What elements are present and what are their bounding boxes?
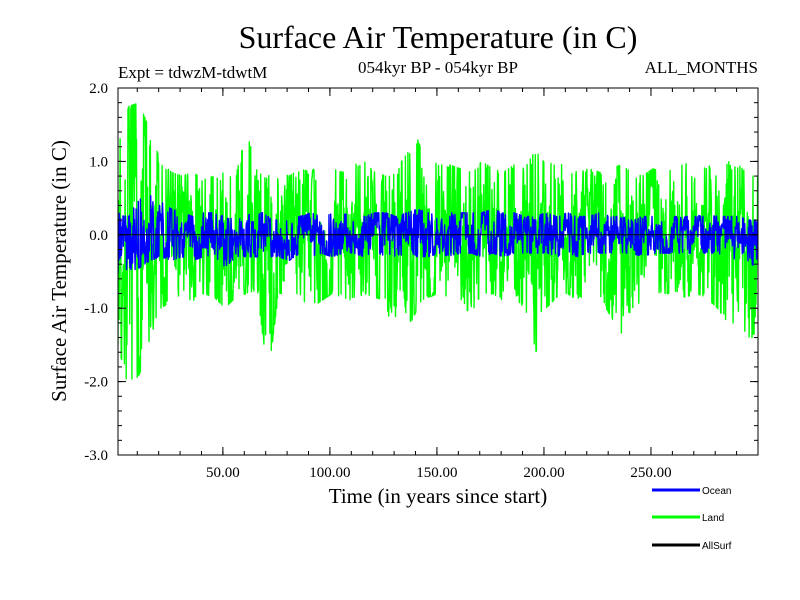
y-tick-label: 1.0 xyxy=(89,154,108,170)
plot-frame xyxy=(117,87,759,456)
y-tick-label: 0.0 xyxy=(89,228,108,244)
legend: Ocean Land AllSurf xyxy=(652,486,732,552)
x-tick-label: 150.00 xyxy=(416,465,457,481)
x-tick-label: 200.00 xyxy=(523,465,564,481)
y-tick-label: -1.0 xyxy=(84,301,108,317)
x-tick-label: 100.00 xyxy=(309,465,350,481)
series-line-land xyxy=(118,103,758,380)
y-tick-label: 2.0 xyxy=(89,81,108,97)
legend-label-ocean: Ocean xyxy=(702,486,731,497)
months-label: ALL_MONTHS xyxy=(645,58,758,77)
chart-subtitle: 054kyr BP - 054kyr BP xyxy=(358,58,518,77)
axis-ticks: -3.0 -2.0 -1.0 0.0 1.0 2.0 50.00 100.00 150.00 20… xyxy=(84,81,758,481)
x-axis-label: Time (in years since start) xyxy=(329,484,548,508)
series-line-ocean xyxy=(118,195,758,274)
plot-area xyxy=(118,103,758,380)
y-axis-label: Surface Air Temperature (in C) xyxy=(47,140,71,402)
y-tick-label: -3.0 xyxy=(84,448,108,464)
expt-label: Expt = tdwzM-tdwtM xyxy=(118,63,267,82)
legend-label-land: Land xyxy=(702,513,724,524)
y-tick-label: -2.0 xyxy=(84,375,108,391)
legend-label-allsurf: AllSurf xyxy=(702,541,732,552)
x-tick-label: 50.00 xyxy=(206,465,240,481)
chart-title: Surface Air Temperature (in C) xyxy=(239,19,638,55)
x-tick-label: 250.00 xyxy=(630,465,671,481)
